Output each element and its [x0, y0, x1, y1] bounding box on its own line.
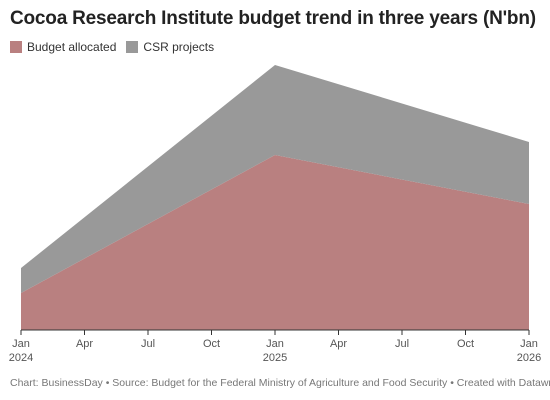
legend-label: Budget allocated: [27, 40, 117, 54]
x-tick-label: Oct: [202, 338, 221, 350]
footer: Chart: BusinessDay • Source: Budget for …: [10, 377, 550, 389]
legend: Budget allocated CSR projects: [10, 40, 214, 54]
area: [21, 155, 529, 330]
x-tick-label: Oct: [456, 338, 475, 350]
x-tick-label: Jul: [140, 338, 156, 350]
x-tick-label: Apr: [75, 338, 94, 350]
x-tick-label: Jan 2025: [262, 338, 288, 364]
legend-item: Budget allocated: [10, 40, 116, 54]
legend-swatch: [10, 41, 22, 53]
legend-label: CSR projects: [143, 40, 215, 54]
legend-swatch: [126, 41, 139, 53]
area: [21, 65, 529, 293]
legend-item: CSR projects: [126, 40, 214, 54]
x-tick-label: Jan 2026: [516, 338, 542, 364]
x-tick-label: Apr: [329, 338, 348, 350]
chart-title: Cocoa Research Institute budget trend in…: [10, 8, 536, 29]
x-tick-label: Jan 2024: [8, 338, 34, 364]
x-tick-label: Jul: [394, 338, 410, 350]
